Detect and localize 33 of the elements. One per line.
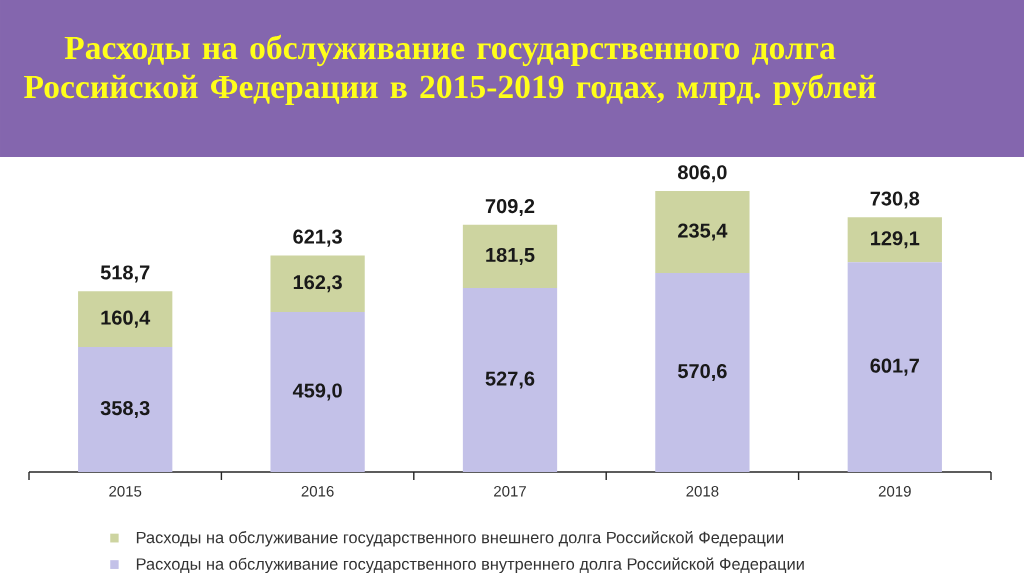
data-label: 162,3 bbox=[293, 275, 342, 293]
bar bbox=[78, 291, 173, 348]
bar bbox=[270, 255, 365, 312]
x-tick-label: 2019 bbox=[878, 486, 911, 497]
total-label: 621,3 bbox=[293, 229, 342, 247]
data-label: 129,1 bbox=[871, 231, 920, 249]
data-label: 570,6 bbox=[677, 363, 727, 382]
total-label: 806,0 bbox=[678, 165, 727, 183]
bar bbox=[462, 288, 558, 472]
bar bbox=[847, 262, 942, 472]
legend-label: Расходы на обслуживание государственного внутреннего долга Российской Федерации bbox=[136, 557, 804, 574]
total-label: 730,8 bbox=[870, 191, 920, 209]
bar bbox=[270, 311, 365, 472]
bar bbox=[78, 347, 173, 472]
x-tick-label: 2016 bbox=[301, 486, 334, 497]
bar bbox=[655, 190, 750, 274]
data-label: 358,3 bbox=[100, 400, 150, 419]
data-label: 160,4 bbox=[101, 310, 151, 328]
data-label: 527,6 bbox=[485, 371, 535, 389]
x-tick-label: 2018 bbox=[686, 486, 719, 497]
bar bbox=[847, 217, 942, 263]
legend-label: Расходы на обслуживание государственного внешнего долга Российской Федерации bbox=[136, 530, 784, 547]
total-label: 518,7 bbox=[100, 265, 150, 283]
data-label: 235,4 bbox=[678, 223, 728, 241]
x-tick-label: 2017 bbox=[494, 486, 526, 497]
data-label: 601,7 bbox=[870, 358, 919, 376]
total-label: 709,2 bbox=[485, 199, 535, 217]
bar bbox=[462, 224, 558, 289]
data-label: 181,5 bbox=[486, 247, 535, 265]
chart-title: Расходы на обслуживание государственного долга Российской Федерации в 2015-2019 годах, млрд. рублей bbox=[24, 34, 876, 106]
data-label: 459,0 bbox=[292, 383, 342, 401]
bar bbox=[655, 273, 750, 472]
x-tick-label: 2015 bbox=[109, 486, 142, 497]
